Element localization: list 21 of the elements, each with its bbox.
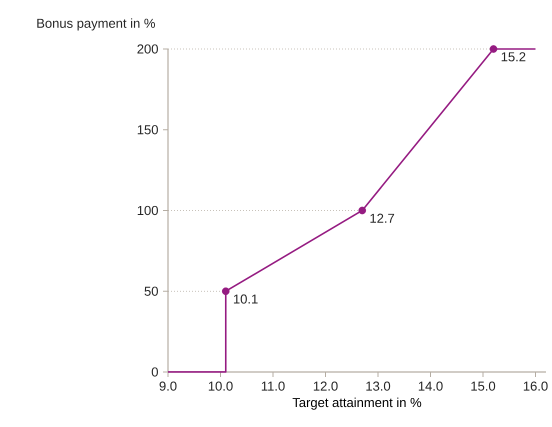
annotation: 12.7 <box>370 214 394 223</box>
x-tick-label: 13.0 <box>366 382 390 391</box>
x-axis-title: Target attainment in % <box>292 398 422 410</box>
annotation: 15.2 <box>502 52 526 62</box>
y-tick-label: 100 <box>138 206 158 216</box>
x-tick-label: 12.0 <box>314 382 338 391</box>
x-tick-label: 16.0 <box>524 382 548 391</box>
y-tick-label: 200 <box>137 44 158 54</box>
annotation: 10.1 <box>234 294 258 304</box>
point <box>222 287 230 296</box>
y-axis-title: Bonus payment in % <box>37 18 155 30</box>
x-tick-label: 14.0 <box>418 382 443 391</box>
y-tick-label: 50 <box>144 286 158 296</box>
x-tick-label: 15.0 <box>471 382 496 391</box>
y-tick-label: 150 <box>138 125 158 134</box>
point <box>358 206 366 214</box>
x-tick-label: 9.0 <box>160 382 177 391</box>
x-tick-label: 10.0 <box>208 382 233 391</box>
x-tick-label: 11.0 <box>262 382 285 391</box>
point <box>490 45 498 53</box>
y-tick-label: 0 <box>152 367 158 377</box>
